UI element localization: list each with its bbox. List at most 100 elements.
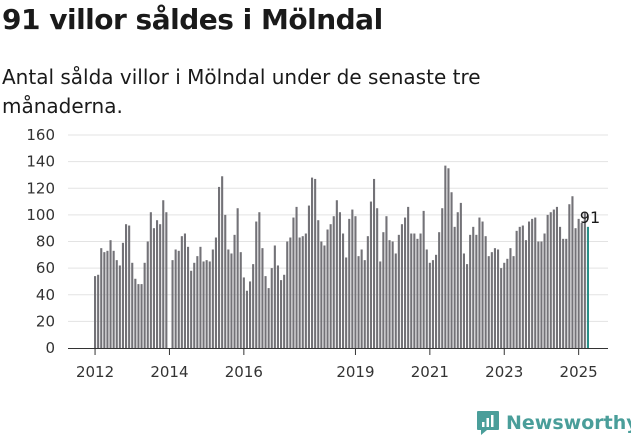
bar (283, 274, 286, 348)
bar (524, 240, 527, 348)
bar (394, 253, 397, 348)
bar (568, 204, 571, 348)
bar (540, 241, 543, 348)
bar (509, 248, 512, 348)
bar (487, 256, 490, 348)
y-tick-label: 20 (36, 312, 55, 330)
bar (391, 241, 394, 348)
bar (112, 250, 115, 348)
bar (323, 245, 326, 348)
bar (214, 237, 217, 348)
bar (292, 217, 295, 348)
bar (407, 206, 410, 348)
bar (174, 249, 177, 348)
y-tick-label: 60 (36, 259, 55, 277)
bar (270, 268, 273, 348)
bar (493, 248, 496, 348)
bar (221, 176, 224, 348)
bar (236, 208, 239, 348)
bar (180, 236, 183, 348)
bar (385, 216, 388, 348)
bar (555, 206, 558, 348)
bar (156, 220, 159, 348)
bar (134, 278, 137, 348)
bar (264, 276, 267, 348)
bar (410, 233, 413, 348)
bar (376, 208, 379, 348)
bar (580, 222, 583, 348)
bar (546, 214, 549, 348)
bar (444, 165, 447, 348)
bar (162, 200, 165, 348)
bar (280, 280, 283, 348)
bar (233, 234, 236, 348)
bar (475, 234, 478, 348)
bar (103, 252, 106, 348)
bar (329, 224, 332, 348)
bar (543, 233, 546, 348)
bar (531, 218, 534, 348)
bar (382, 232, 385, 348)
brand-logo: Newsworthy (476, 408, 631, 438)
bar (289, 237, 292, 348)
bar (425, 249, 428, 348)
bar (159, 224, 162, 348)
value-annotation: 91 (580, 208, 600, 227)
bar (314, 178, 317, 348)
bar (202, 261, 205, 348)
bar (252, 264, 255, 348)
bar (100, 248, 103, 348)
bar (205, 260, 208, 348)
bar (534, 217, 537, 348)
y-tick-label: 100 (26, 206, 55, 224)
bar (255, 221, 258, 348)
y-tick-label: 0 (45, 339, 55, 357)
bar (311, 177, 314, 348)
bar (118, 265, 121, 348)
x-tick-label: 2012 (76, 363, 114, 381)
bar (416, 238, 419, 348)
bar (438, 232, 441, 348)
bar (363, 260, 366, 348)
bar (230, 253, 233, 348)
bar (326, 229, 329, 348)
bar (171, 260, 174, 348)
bar (577, 218, 580, 348)
x-tick-label: 2016 (225, 363, 263, 381)
bar (335, 200, 338, 348)
x-tick-label: 2019 (336, 363, 374, 381)
bar (549, 212, 552, 348)
y-tick-label: 80 (36, 233, 55, 251)
bar (435, 254, 438, 348)
bar (366, 236, 369, 348)
bar (128, 225, 131, 348)
bar (586, 226, 589, 348)
bar (298, 237, 301, 348)
bar (115, 260, 118, 348)
bar (183, 233, 186, 348)
x-tick-label: 2025 (560, 363, 598, 381)
page-subtitle: Antal sålda villor i Mölndal under de se… (2, 65, 481, 118)
annotations: 91 (580, 208, 600, 227)
y-axis-labels: 0 20 40 60 80 100 120 140 160 (26, 126, 55, 357)
y-tick-label: 160 (26, 126, 55, 144)
bar (565, 238, 568, 348)
bar (515, 230, 518, 348)
bar (276, 265, 279, 348)
bar (149, 212, 152, 348)
bar (373, 178, 376, 348)
bar (152, 228, 155, 348)
newsworthy-logo-icon (477, 411, 499, 435)
bar (481, 221, 484, 348)
bar (97, 274, 100, 348)
x-tick-label: 2014 (150, 363, 188, 381)
bar (208, 261, 211, 348)
bar (245, 290, 248, 348)
bar (320, 241, 323, 348)
bar (199, 246, 202, 348)
bar (348, 218, 351, 348)
bar (345, 257, 348, 348)
bar (125, 224, 128, 348)
bar (447, 168, 450, 348)
